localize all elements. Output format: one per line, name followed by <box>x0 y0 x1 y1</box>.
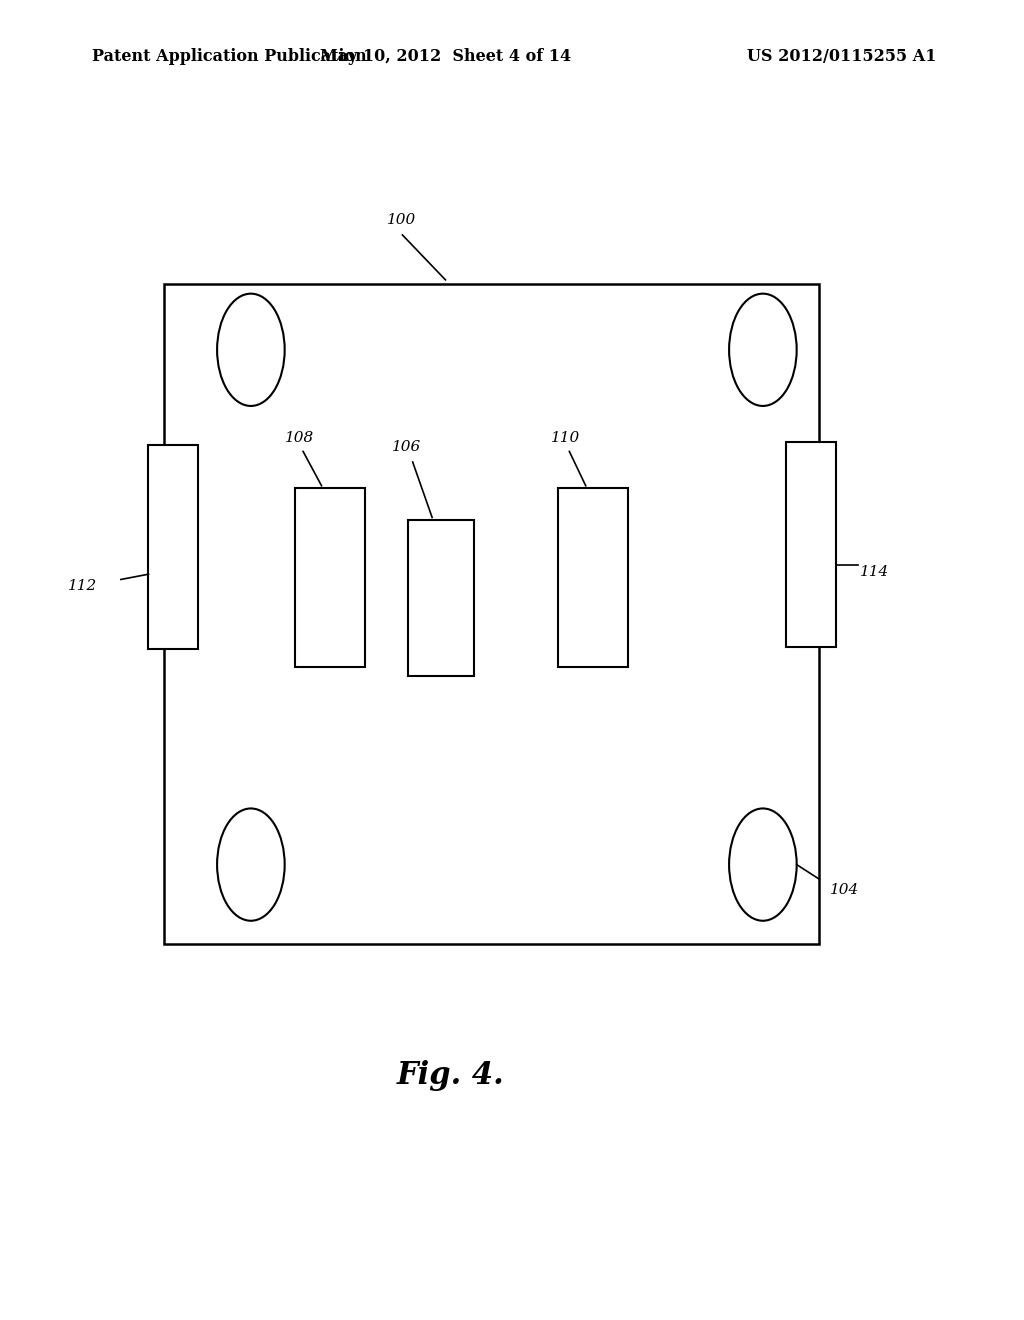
Bar <box>786 442 836 647</box>
Ellipse shape <box>729 808 797 921</box>
Text: 108: 108 <box>285 430 314 445</box>
Text: 100: 100 <box>387 213 417 227</box>
Text: 106: 106 <box>392 440 422 454</box>
Ellipse shape <box>217 808 285 921</box>
Text: US 2012/0115255 A1: US 2012/0115255 A1 <box>748 48 937 65</box>
Ellipse shape <box>217 293 285 407</box>
Text: Patent Application Publication: Patent Application Publication <box>92 48 367 65</box>
Ellipse shape <box>729 293 797 407</box>
Bar <box>164 284 819 944</box>
Bar <box>148 445 198 649</box>
Text: 112: 112 <box>68 579 97 593</box>
Text: 104: 104 <box>829 883 859 896</box>
Bar <box>408 520 474 676</box>
Text: 110: 110 <box>551 430 581 445</box>
Bar <box>558 488 628 667</box>
Text: 114: 114 <box>860 565 890 578</box>
Text: Fig. 4.: Fig. 4. <box>396 1060 505 1092</box>
Bar <box>295 488 365 667</box>
Text: May 10, 2012  Sheet 4 of 14: May 10, 2012 Sheet 4 of 14 <box>319 48 571 65</box>
